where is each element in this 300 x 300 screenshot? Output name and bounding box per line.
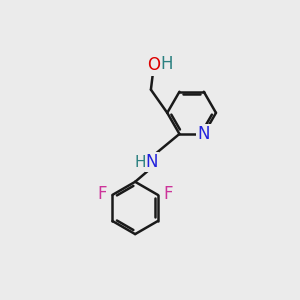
Text: N: N [197,125,210,143]
Text: F: F [164,185,173,203]
Text: H: H [134,155,146,170]
Text: F: F [97,185,107,203]
Text: N: N [146,153,158,171]
Text: O: O [147,56,161,74]
Text: H: H [160,55,172,73]
